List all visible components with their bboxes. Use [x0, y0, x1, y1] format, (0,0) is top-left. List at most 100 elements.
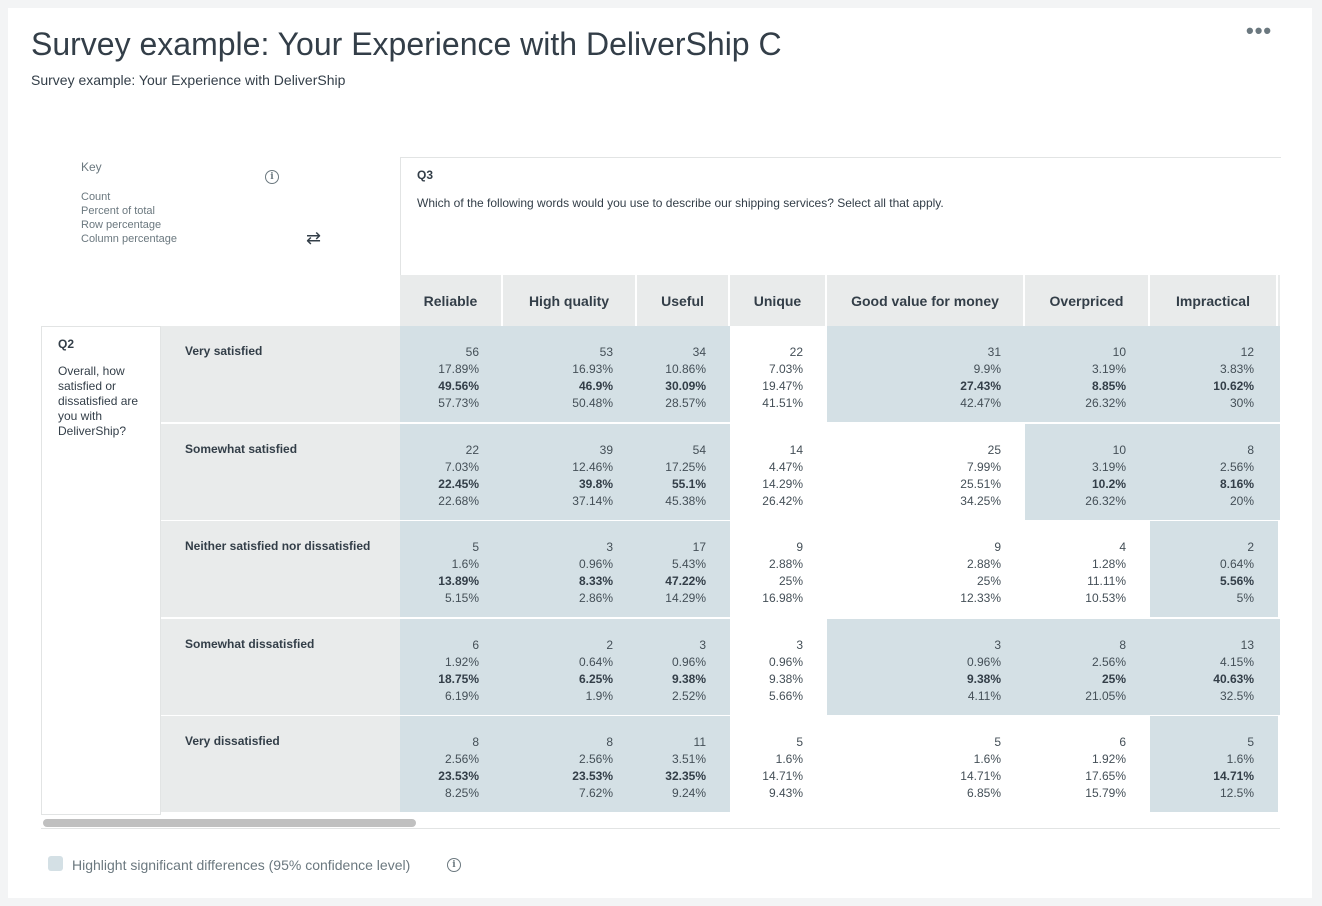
cell-row: 11.11%: [1087, 574, 1126, 588]
cell-count: 11: [693, 735, 706, 749]
cell-total: 1.6%: [775, 752, 803, 766]
cell-count: 25: [987, 443, 1001, 457]
table-cell: 3 0.96% 9.38% 2.52%: [637, 619, 730, 717]
cell-total: 3.19%: [1091, 460, 1126, 474]
cell-col: 10.53%: [1085, 591, 1126, 605]
table-cell: 54 17.25% 55.1% 45.38%: [637, 424, 730, 522]
cell-row: 49.56%: [438, 379, 479, 393]
cell-total: 9.9%: [973, 362, 1001, 376]
cell-col: 26.32%: [1085, 494, 1126, 508]
cell-col: 5%: [1236, 591, 1254, 605]
cell-row: 25%: [976, 574, 1001, 588]
cell-count: 5: [472, 540, 479, 554]
cell-row: 40.63%: [1213, 672, 1254, 686]
horizontal-scrollbar[interactable]: [41, 818, 1280, 829]
info-icon[interactable]: i: [265, 170, 279, 184]
table-cell-overflow: [1278, 716, 1280, 814]
cell-count: 34: [692, 345, 706, 359]
column-header: Reliable: [400, 275, 503, 326]
cell-col: 12.33%: [960, 591, 1001, 605]
table-cell: 5 1.6% 14.71% 6.85%: [827, 716, 1025, 814]
cell-total: 17.89%: [438, 362, 479, 376]
cell-count: 8: [472, 735, 479, 749]
cell-col: 7.62%: [578, 786, 613, 800]
table-cell: 2 0.64% 5.56% 5%: [1150, 521, 1278, 619]
cell-row: 27.43%: [960, 379, 1001, 393]
table-cell: 53 16.93% 46.9% 50.48%: [503, 326, 637, 424]
cell-count: 14: [789, 443, 803, 457]
table-cell: 8 2.56% 23.53% 7.62%: [503, 716, 637, 814]
column-header: Overpriced: [1025, 275, 1150, 326]
cell-total: 1.28%: [1091, 557, 1126, 571]
cell-total: 7.03%: [444, 460, 479, 474]
cell-col: 21.05%: [1085, 689, 1126, 703]
table-cell: 8 2.56% 8.16% 20%: [1150, 424, 1278, 522]
cell-count: 4: [1119, 540, 1126, 554]
page-title: Survey example: Your Experience with Del…: [31, 26, 782, 62]
cell-row: 30.09%: [665, 379, 706, 393]
cell-col: 5.66%: [768, 689, 803, 703]
key-item-row-percentage: Row percentage: [81, 219, 162, 231]
cell-total: 3.83%: [1219, 362, 1254, 376]
table-cell: 39 12.46% 39.8% 37.14%: [503, 424, 637, 522]
table-cell: 10 3.19% 10.2% 26.32%: [1025, 424, 1150, 522]
cell-row: 46.9%: [578, 379, 613, 393]
table-cell: 12 3.83% 10.62% 30%: [1150, 326, 1278, 424]
table-cell: 22 7.03% 22.45% 22.68%: [400, 424, 503, 522]
cell-row: 25%: [778, 574, 803, 588]
cell-row: 6.25%: [578, 672, 613, 686]
cell-col: 9.43%: [768, 786, 803, 800]
highlight-significant-checkbox[interactable]: [48, 856, 63, 871]
cell-col: 15.79%: [1085, 786, 1126, 800]
cell-count: 3: [699, 638, 706, 652]
table-cell-overflow: [1278, 619, 1280, 717]
cell-total: 0.96%: [671, 655, 706, 669]
cell-count: 39: [599, 443, 613, 457]
cell-count: 8: [606, 735, 613, 749]
cell-count: 3: [796, 638, 803, 652]
table-cell-overflow: [1278, 424, 1280, 522]
cell-row: 18.75%: [438, 672, 479, 686]
cell-count: 8: [1119, 638, 1126, 652]
more-options-icon[interactable]: •••: [1246, 18, 1273, 43]
cell-total: 4.47%: [768, 460, 803, 474]
table-cell: 56 17.89% 49.56% 57.73%: [400, 326, 503, 424]
cell-row: 14.29%: [762, 477, 803, 491]
column-header: Useful: [637, 275, 730, 326]
table-cell: 3 0.96% 9.38% 5.66%: [730, 619, 827, 717]
table-cell: 9 2.88% 25% 16.98%: [730, 521, 827, 619]
cell-col: 37.14%: [572, 494, 613, 508]
cell-count: 13: [1240, 638, 1254, 652]
crosstab-table: Q2 Overall, how satisfied or dissatisfie…: [41, 275, 1280, 816]
cell-row: 14.71%: [1213, 769, 1254, 783]
cell-row: 19.47%: [762, 379, 803, 393]
cell-count: 17: [692, 540, 706, 554]
cell-row: 8.85%: [1091, 379, 1126, 393]
cell-col: 32.5%: [1219, 689, 1254, 703]
cell-count: 6: [1119, 735, 1126, 749]
key-title: Key: [81, 160, 102, 174]
cell-total: 1.6%: [451, 557, 479, 571]
column-question-text: Which of the following words would you u…: [417, 196, 944, 210]
column-header: High quality: [503, 275, 637, 326]
cell-count: 3: [606, 540, 613, 554]
cell-col: 34.25%: [960, 494, 1001, 508]
row-label: Somewhat dissatisfied: [161, 619, 400, 717]
table-cell: 9 2.88% 25% 12.33%: [827, 521, 1025, 619]
cell-count: 10: [1112, 443, 1126, 457]
cell-col: 5.15%: [444, 591, 479, 605]
column-header: Good value for money: [827, 275, 1025, 326]
column-header-overflow: [1278, 275, 1280, 326]
cell-col: 22.68%: [438, 494, 479, 508]
table-cell: 8 2.56% 23.53% 8.25%: [400, 716, 503, 814]
cell-count: 10: [1112, 345, 1126, 359]
cell-row: 32.35%: [665, 769, 706, 783]
table-cell: 5 1.6% 14.71% 9.43%: [730, 716, 827, 814]
key-legend: Key Count Percent of total Row percentag…: [81, 160, 177, 246]
cell-total: 2.56%: [1219, 460, 1254, 474]
swap-axes-icon[interactable]: ⇄: [306, 228, 322, 248]
cell-count: 12: [1240, 345, 1254, 359]
scrollbar-thumb[interactable]: [43, 819, 416, 827]
highlight-significant-label[interactable]: Highlight significant differences (95% c…: [72, 857, 411, 873]
info-icon[interactable]: i: [447, 858, 461, 872]
